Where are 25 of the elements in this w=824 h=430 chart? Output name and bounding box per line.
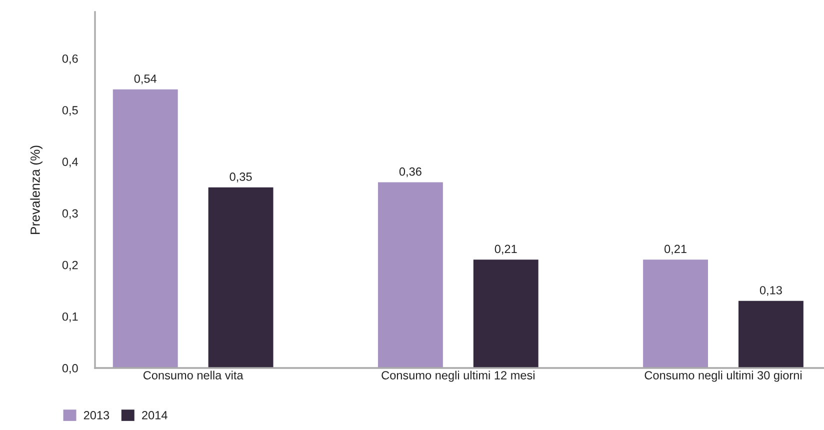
bar	[208, 187, 274, 368]
x-tick-label: Consumo negli ultimi 30 giorni	[644, 370, 802, 382]
y-tick-label: 0,3	[62, 209, 78, 220]
data-label: 0,36	[399, 167, 422, 178]
bar	[378, 182, 443, 368]
legend-label: 2014	[142, 411, 168, 420]
y-axis-title: Prevalenza (%)	[30, 146, 42, 234]
y-tick-label: 0,2	[62, 260, 78, 271]
y-tick-label: 0,4	[62, 158, 78, 168]
data-label: 0,13	[760, 286, 782, 296]
x-tick-label: Consumo nella vita	[143, 370, 244, 380]
y-tick-label: 0,6	[62, 54, 78, 64]
y-tick-label: 0,5	[62, 106, 78, 116]
bar	[112, 89, 178, 368]
x-tick-label: Consumo negli ultimi 12 mesi	[382, 370, 534, 382]
data-label: 0,54	[134, 74, 157, 84]
legend-label: 2013	[84, 411, 110, 420]
data-label: 0,35	[230, 172, 252, 182]
data-label: 0,21	[664, 244, 686, 255]
bar	[643, 260, 708, 368]
bar	[473, 260, 538, 368]
y-tick-label: 0,0	[62, 364, 78, 374]
bar	[738, 300, 804, 368]
y-tick-label: 0,1	[62, 312, 78, 322]
data-label: 0,21	[494, 244, 517, 255]
